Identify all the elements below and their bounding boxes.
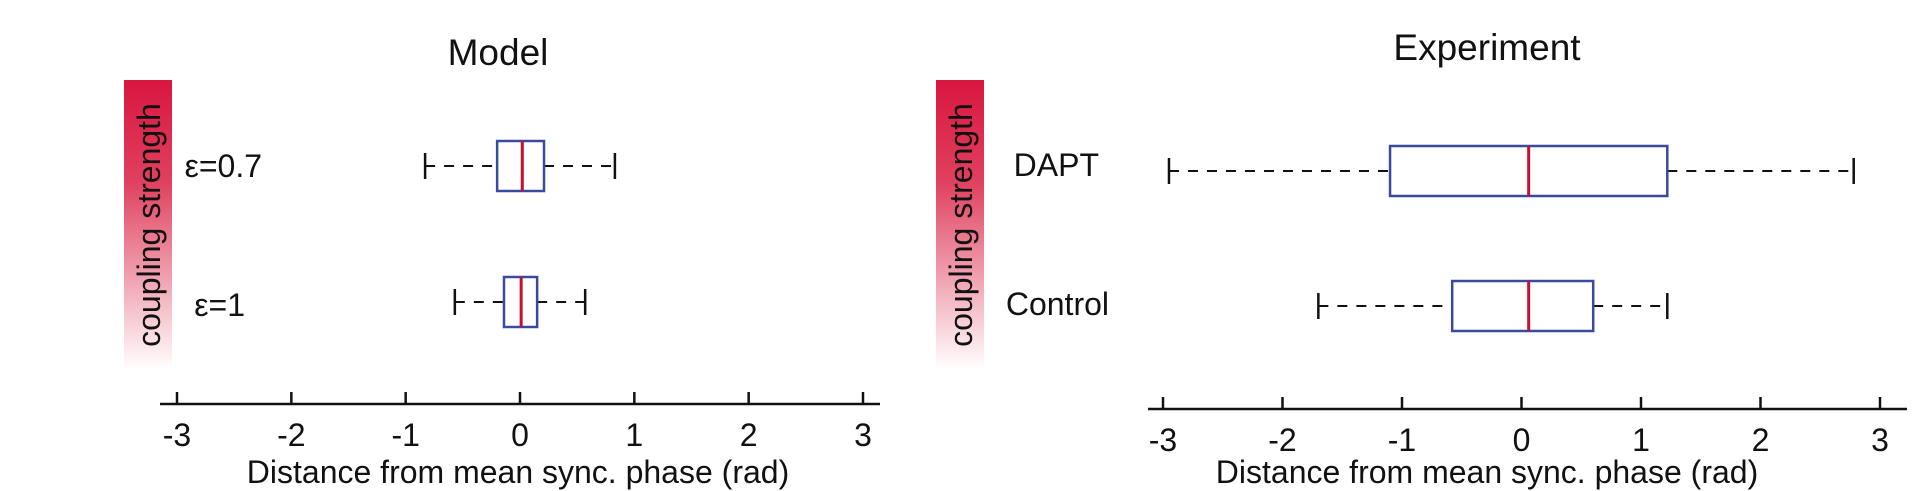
x-tick-label: -3: [1149, 422, 1177, 458]
box-iqr: [495, 139, 546, 193]
x-tick-label: 0: [1513, 422, 1531, 458]
x-tick-label: -1: [1388, 422, 1416, 458]
x-axis-ticks: -3 -2 -1 0 1 2 3: [163, 392, 872, 453]
panel-model: Model coupling strength ε=0.7 ε=1 -3 -2 -1…: [124, 32, 880, 490]
x-tick-label: 0: [511, 417, 529, 453]
experiment-plot-area: [1167, 144, 1855, 333]
y-axis-label: coupling strength: [943, 103, 979, 347]
chart-title: Model: [448, 32, 549, 73]
x-tick-label: 3: [854, 417, 872, 453]
category-label: ε=0.7: [185, 148, 262, 184]
category-label: ε=1: [194, 287, 245, 323]
x-tick-label: -2: [1268, 422, 1296, 458]
x-axis-label: Distance from mean sync. phase (rad): [247, 454, 789, 490]
category-label: Control: [1006, 286, 1109, 322]
coupling-strength-gradient-bar: [936, 80, 984, 370]
panel-experiment: Experiment coupling strength DAPT Contro…: [936, 27, 1907, 490]
category-label: DAPT: [1014, 147, 1099, 183]
x-tick-label: -2: [277, 417, 305, 453]
x-axis-label: Distance from mean sync. phase (rad): [1216, 454, 1758, 490]
coupling-strength-gradient-bar: [124, 80, 172, 370]
model-plot-area: [423, 139, 617, 329]
x-axis-ticks: -3 -2 -1 0 1 2 3: [1149, 397, 1889, 458]
y-axis-label: coupling strength: [131, 103, 167, 347]
x-tick-label: 1: [625, 417, 643, 453]
x-tick-label: 2: [740, 417, 758, 453]
x-tick-label: 1: [1632, 422, 1650, 458]
x-tick-label: 3: [1871, 422, 1889, 458]
box-iqr: [1450, 279, 1595, 333]
x-tick-label: 2: [1752, 422, 1770, 458]
x-tick-label: -3: [163, 417, 191, 453]
x-tick-label: -1: [391, 417, 419, 453]
chart-title: Experiment: [1393, 27, 1581, 68]
